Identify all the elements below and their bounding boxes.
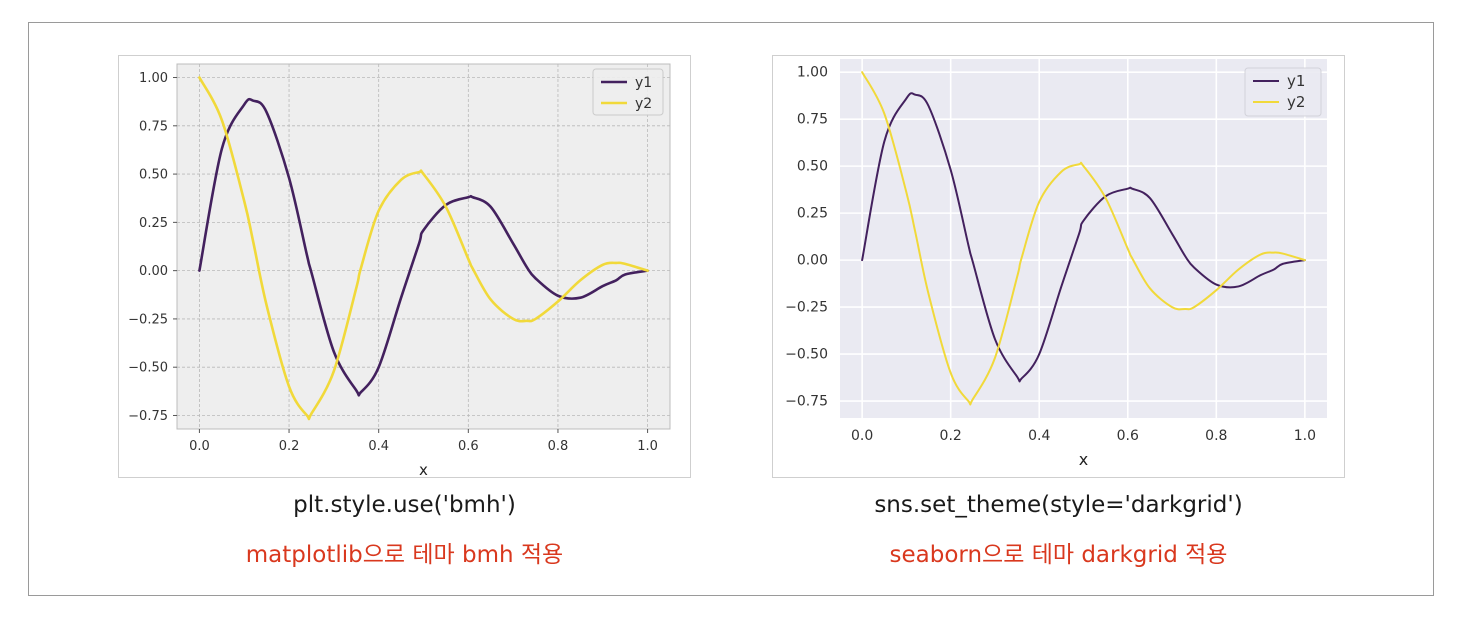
x-tick-label: 0.4 <box>368 439 389 454</box>
x-tick-label: 0.6 <box>1117 428 1139 444</box>
legend-label-y1: y1 <box>635 75 652 91</box>
bmh-line-chart: 1.00 0.75 0.50 0.25 0.00 −0.25 −0.50 −0.75 0.0 0.… <box>128 63 671 477</box>
x-tick-label: 0.6 <box>458 439 479 454</box>
darkgrid-code-caption: sns.set_theme(style='darkgrid') <box>874 492 1243 518</box>
y-tick-label: 0.25 <box>139 216 168 231</box>
x-tick-label: 0.8 <box>548 439 569 454</box>
y-tick-label: 1.00 <box>797 65 828 81</box>
series-line-y2 <box>198 76 649 421</box>
y-tick-label: 0.75 <box>797 112 828 128</box>
x-axis-label: x <box>1079 450 1088 469</box>
legend-label-y1: y1 <box>1287 72 1305 90</box>
y-tick-label: −0.75 <box>785 394 828 410</box>
y-tick-label: −0.50 <box>128 361 168 376</box>
x-axis-label: x <box>419 461 428 477</box>
legend-box <box>1244 67 1322 117</box>
x-tick-label: 1.0 <box>637 439 658 454</box>
legend-label-y2: y2 <box>635 96 652 112</box>
y-tick-label: −0.25 <box>128 312 168 327</box>
x-tick-label: 0.0 <box>189 439 210 454</box>
darkgrid-chart-panel: 1.00 0.75 0.50 0.25 0.00 −0.25 −0.50 −0.75 0.0 0.… <box>772 55 1345 478</box>
series-line-y1 <box>861 92 1306 383</box>
y-tick-label: 0.75 <box>139 119 168 134</box>
y-tick-label: −0.50 <box>785 347 828 363</box>
legend-box <box>592 68 664 116</box>
darkgrid-description-caption: seaborn으로 테마 darkgrid 적용 <box>889 542 1228 568</box>
y-tick-label: 0.50 <box>139 168 168 183</box>
x-tick-label: 1.0 <box>1294 428 1316 444</box>
y-tick-label: 0.00 <box>139 264 168 279</box>
y-tick-label: 0.25 <box>797 206 828 222</box>
y-tick-label: −0.75 <box>128 409 168 424</box>
bmh-code-caption: plt.style.use('bmh') <box>293 492 516 518</box>
darkgrid-line-chart: 1.00 0.75 0.50 0.25 0.00 −0.25 −0.50 −0.75 0.0 0.… <box>785 59 1327 469</box>
x-tick-label: 0.8 <box>1205 428 1227 444</box>
y-tick-label: 1.00 <box>139 71 168 86</box>
plot-area <box>176 63 671 430</box>
x-tick-label: 0.4 <box>1028 428 1050 444</box>
x-tick-label: 0.2 <box>279 439 300 454</box>
x-tick-label: 0.0 <box>851 428 873 444</box>
series-line-y1 <box>198 97 649 397</box>
x-tick-label: 0.2 <box>940 428 962 444</box>
y-tick-label: 0.00 <box>797 253 828 269</box>
y-tick-label: 0.50 <box>797 159 828 175</box>
series-line-y2 <box>861 71 1306 406</box>
y-tick-label: −0.25 <box>785 300 828 316</box>
bmh-chart-panel: 1.00 0.75 0.50 0.25 0.00 −0.25 −0.50 −0.75 0.0 0.… <box>118 55 691 478</box>
bmh-description-caption: matplotlib으로 테마 bmh 적용 <box>245 542 564 568</box>
legend-label-y2: y2 <box>1287 93 1305 111</box>
